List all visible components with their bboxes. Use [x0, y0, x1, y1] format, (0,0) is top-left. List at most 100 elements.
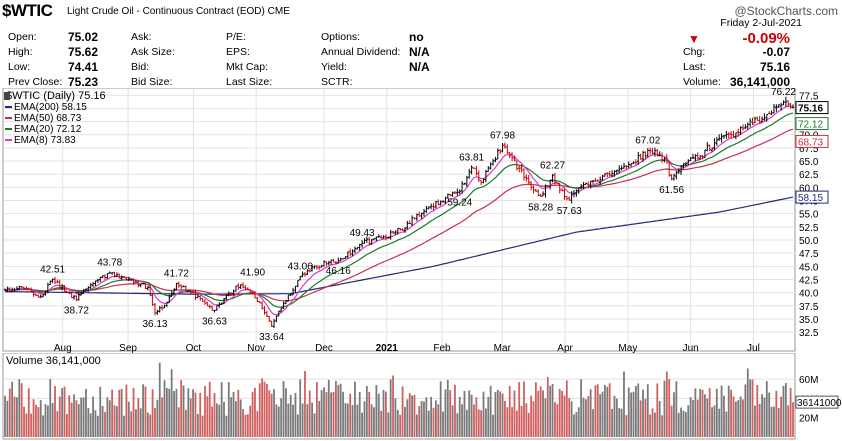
price-bar [32, 290, 35, 297]
x-tick-label: Aug [54, 343, 72, 353]
price-bar [618, 165, 621, 174]
volume-bar [420, 401, 423, 437]
high-value: 75.62 [68, 45, 99, 59]
price-bar [579, 183, 583, 190]
volume-bar [313, 413, 316, 437]
y-tick-label: 50.0 [799, 236, 819, 247]
volume-bar [213, 393, 216, 437]
volume-bar [206, 396, 209, 437]
price-bar [779, 102, 783, 111]
volume-bar [80, 397, 83, 437]
volume-bar [237, 389, 240, 437]
price-bar [479, 179, 483, 186]
price-bar [672, 173, 676, 181]
volume-bar [546, 377, 549, 437]
price-bar [99, 276, 102, 283]
price-bar [677, 168, 680, 174]
price-bar [77, 292, 81, 301]
volume-bar [718, 408, 721, 437]
peak-label: 46.16 [326, 266, 351, 277]
volume-bar [523, 381, 525, 437]
price-bar [789, 103, 792, 109]
open-label: Open: [8, 31, 37, 43]
price-bar [613, 170, 616, 177]
price-bar [608, 171, 611, 177]
price-bar [137, 280, 140, 288]
price-bar [587, 181, 590, 189]
price-bar [767, 111, 771, 115]
volume-bar [87, 407, 90, 437]
mkt-cap-label: Mkt Cap: [226, 61, 269, 73]
price-bar [327, 260, 330, 266]
volume-bar [520, 405, 523, 437]
volume-bar [723, 395, 725, 437]
volume-bar [261, 378, 264, 437]
price-bar [477, 170, 480, 182]
price-bar [717, 134, 721, 141]
price-bar [110, 272, 114, 275]
volume-bar [539, 386, 542, 437]
price-bar [37, 294, 40, 298]
price-bar [82, 289, 85, 294]
volume-bar [18, 379, 21, 437]
price-bar [541, 191, 545, 197]
price-bar [434, 200, 438, 209]
price-bar [287, 294, 290, 302]
volume-bar [363, 401, 366, 437]
annual-dividend-value: N/A [409, 45, 430, 59]
price-bar [520, 164, 523, 173]
volume-bar [115, 406, 118, 437]
price-bar [656, 149, 659, 157]
volume-bar [634, 385, 637, 437]
price-bar [482, 178, 485, 184]
volume-bar [37, 407, 40, 437]
volume-bar [346, 403, 349, 437]
volume-bar [25, 413, 28, 437]
volume-bar [587, 396, 590, 437]
price-bar [658, 151, 661, 157]
volume-bar [408, 393, 411, 437]
value-tag: 75.16 [798, 104, 823, 115]
volume-bar [537, 390, 540, 437]
price-bar [320, 264, 323, 268]
volume-bar [442, 411, 444, 437]
volume-bar [173, 391, 175, 437]
volume-bar [761, 394, 763, 437]
price-bar [622, 162, 626, 169]
volume-bar [163, 380, 166, 437]
volume-bar [706, 398, 709, 437]
volume-bar [256, 411, 259, 437]
price-bar [510, 152, 514, 162]
price-bar [182, 285, 185, 288]
price-bar [313, 265, 316, 269]
y-tick-label: 65.0 [799, 157, 819, 168]
price-bar [210, 305, 214, 311]
volume-bar [111, 389, 114, 437]
volume-bar [137, 398, 140, 437]
volume-bar [294, 392, 297, 437]
price-bar [589, 180, 592, 189]
price-bar [765, 114, 769, 122]
price-bar [758, 115, 761, 124]
volume-bar [396, 409, 399, 437]
volume-bar [787, 405, 790, 437]
price-bar [218, 302, 221, 308]
price-bar [241, 282, 245, 289]
volume-bar [592, 409, 594, 437]
price-bar [53, 276, 57, 285]
volume-bar [673, 392, 675, 437]
volume-bar [385, 391, 387, 437]
price-bar [189, 290, 192, 294]
price-bar [208, 304, 211, 309]
price-bar [379, 235, 383, 239]
volume-bar [677, 412, 680, 437]
price-bar [377, 234, 380, 238]
volume-bar [496, 389, 499, 437]
price-bar [632, 161, 635, 164]
volume-bar [63, 386, 66, 437]
volume-bar [480, 410, 483, 437]
volume-bar [89, 413, 92, 437]
volume-bar [525, 403, 528, 437]
price-bar [725, 130, 728, 139]
volume-bar [135, 409, 137, 437]
